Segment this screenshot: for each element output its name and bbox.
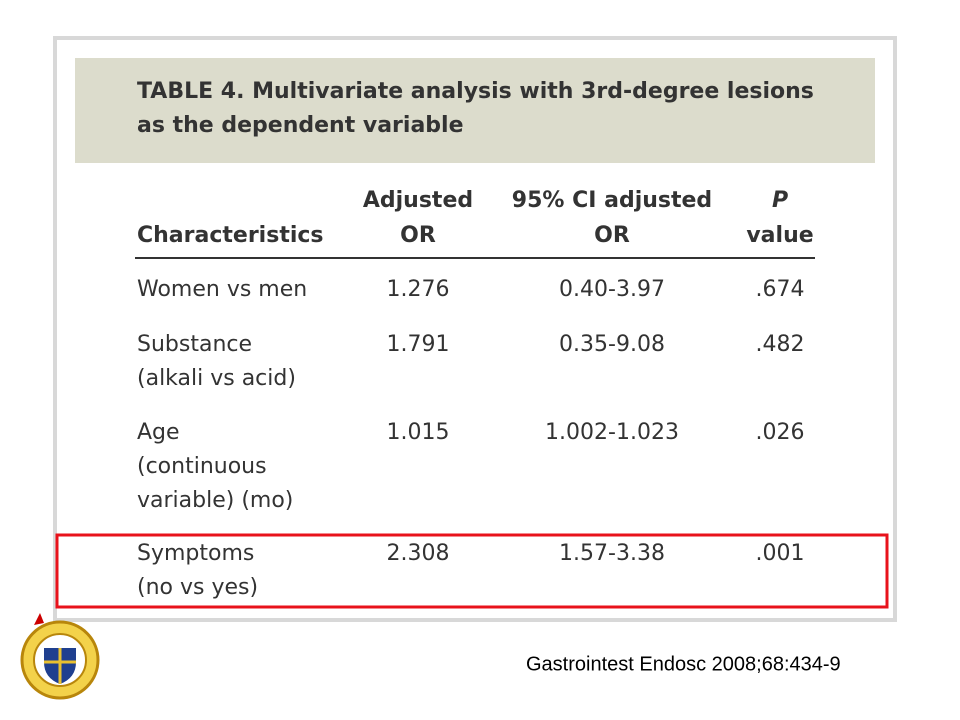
row-label: Age [137,420,180,445]
citation: Gastrointest Endosc 2008;68:434-9 [526,653,841,675]
column-header: OR [400,223,436,248]
column-header: 95% CI adjusted [512,188,712,213]
row-label: (alkali vs acid) [137,366,296,391]
column-header: Characteristics [137,223,324,248]
table-title: TABLE 4. Multivariate analysis with 3rd-… [137,79,814,104]
column-header: OR [594,223,630,248]
column-header: P [772,188,788,213]
cell: 2.308 [387,541,450,566]
cell: .674 [756,277,805,302]
logo [20,613,100,700]
table-title: as the dependent variable [137,113,464,138]
row-label: Women vs men [137,277,307,302]
cell: .026 [756,420,805,445]
cell: .001 [756,541,805,566]
cell: 1.276 [387,277,450,302]
row-label: (no vs yes) [137,575,258,600]
row-label: (continuous [137,454,267,479]
cell: 1.57-3.38 [559,541,665,566]
cell: 1.791 [387,332,450,357]
cell: 1.002-1.023 [545,420,679,445]
column-header: value [746,223,813,248]
cell: .482 [756,332,805,357]
column-header: Adjusted [363,188,473,213]
title-band [75,58,875,163]
row-label: Symptoms [137,541,254,566]
row-label: variable) (mo) [137,488,293,513]
row-label: Substance [137,332,252,357]
cell: 0.35-9.08 [559,332,665,357]
highlight-box [55,533,889,609]
cell: 0.40-3.97 [559,277,665,302]
cell: 1.015 [387,420,450,445]
